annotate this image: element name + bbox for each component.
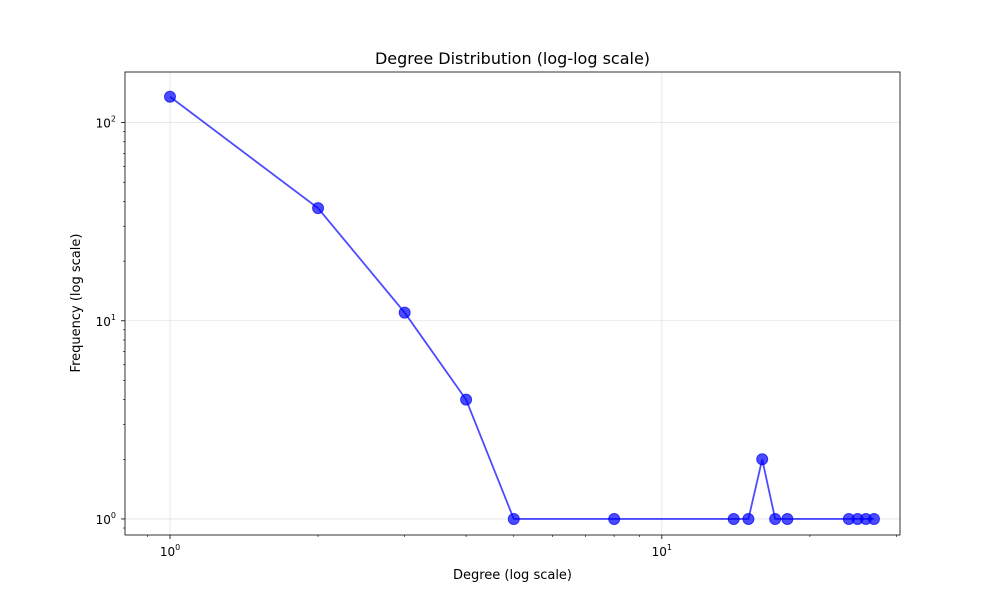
y-tick-label: 102 bbox=[96, 115, 116, 131]
data-point bbox=[164, 90, 177, 103]
grid-lines bbox=[125, 72, 900, 535]
axes: 100 101 100 101 102 bbox=[96, 71, 901, 559]
data-point bbox=[756, 453, 769, 466]
data-point bbox=[742, 512, 755, 525]
data-point bbox=[460, 393, 473, 406]
data-point bbox=[312, 202, 325, 215]
data-point bbox=[867, 512, 880, 525]
x-tick-label: 100 bbox=[160, 543, 180, 559]
chart-title: Degree Distribution (log-log scale) bbox=[375, 49, 650, 68]
plot-frame bbox=[124, 71, 901, 536]
series-line bbox=[169, 96, 874, 520]
y-axis-label: Frequency (log scale) bbox=[69, 234, 84, 373]
data-point bbox=[781, 512, 794, 525]
data-point bbox=[608, 512, 621, 525]
x-tick-label: 101 bbox=[652, 543, 672, 559]
x-axis-label: Degree (log scale) bbox=[453, 568, 572, 583]
data-point bbox=[769, 512, 782, 525]
series-plot bbox=[164, 90, 880, 525]
data-point bbox=[398, 306, 411, 319]
y-tick-label: 100 bbox=[96, 511, 116, 527]
data-point bbox=[727, 512, 740, 525]
y-tick-label: 101 bbox=[96, 313, 116, 329]
data-point bbox=[507, 512, 520, 525]
